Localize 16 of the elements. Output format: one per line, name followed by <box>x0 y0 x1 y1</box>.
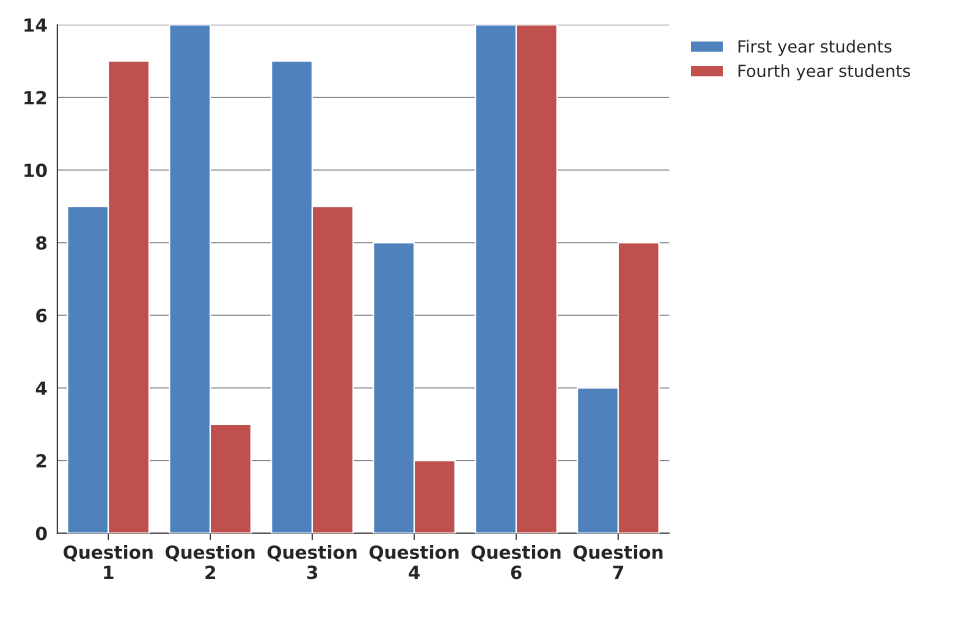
y-tick-label: 14 <box>24 18 47 32</box>
x-tick-label: Question 6 <box>472 545 560 580</box>
y-tick-label: 10 <box>24 164 47 178</box>
legend-label: Fourth year students <box>738 64 910 80</box>
x-tick-label: Question 2 <box>166 545 255 579</box>
x-tick-label: Question 3 <box>268 545 357 580</box>
y-tick-label: 6 <box>36 308 47 322</box>
y-tick-label: 12 <box>24 90 46 104</box>
y-tick-label: 2 <box>36 454 46 468</box>
legend-label: First year students <box>738 40 892 56</box>
x-tick-label: Question 4 <box>370 545 458 579</box>
y-tick-label: 8 <box>36 236 47 250</box>
x-tick-label: Question 1 <box>64 545 153 579</box>
y-tick-label: 4 <box>36 382 47 395</box>
x-tick-label: Question 7 <box>573 545 662 579</box>
y-tick-label: 0 <box>36 526 47 540</box>
